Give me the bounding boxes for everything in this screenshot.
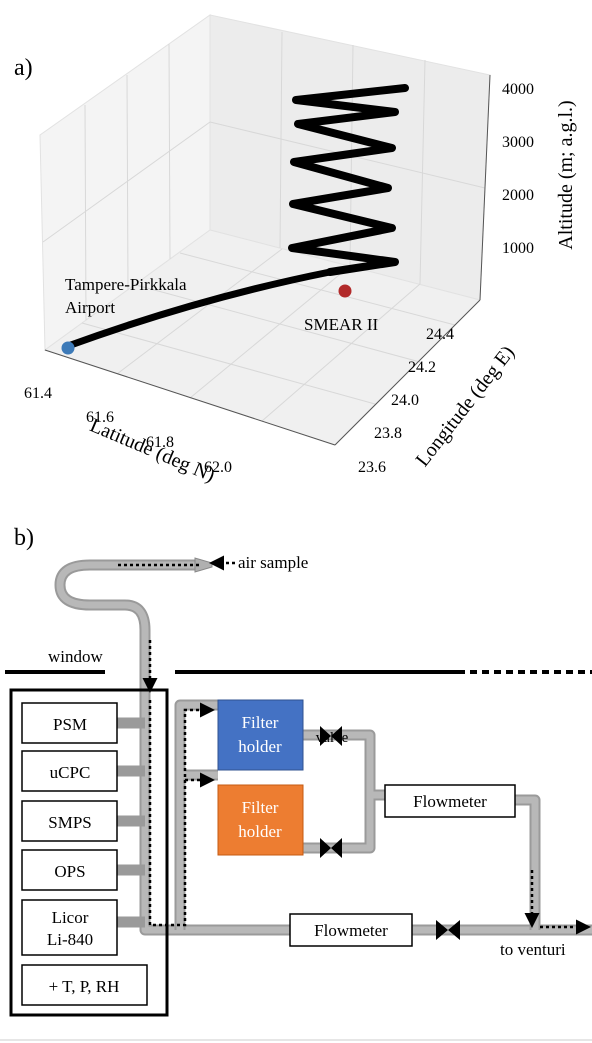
- label: to venturi: [500, 940, 566, 959]
- instrument-rack: [9, 688, 169, 1017]
- z-tick-label: 2000: [502, 187, 534, 204]
- instrument-label: + T, P, RH: [49, 977, 120, 996]
- x-tick-label: 61.6: [86, 409, 114, 426]
- flowmeter: [384, 784, 516, 818]
- x-tick-label: 62.0: [204, 459, 232, 476]
- label: window: [48, 647, 104, 666]
- instrument-box: [21, 849, 118, 891]
- flowmeter: [289, 913, 413, 947]
- filter-label: Filter: [242, 798, 279, 817]
- smear-marker: [338, 284, 352, 298]
- y-tick-label: 24.0: [391, 392, 419, 409]
- airport-marker: [61, 341, 75, 355]
- trajectory: [61, 84, 409, 355]
- y-tick-label: 23.8: [374, 425, 402, 442]
- z-tick-label: 4000: [502, 81, 534, 98]
- valve: [320, 726, 342, 746]
- instrument-label: uCPC: [50, 763, 91, 782]
- x-axis-label: Latitude (deg N): [87, 414, 218, 486]
- x-tick-label: 61.8: [146, 434, 174, 451]
- label: air sample: [238, 553, 308, 572]
- flowmeter-label: Flowmeter: [314, 921, 388, 940]
- plot-box: [39, 14, 491, 446]
- filter-holder: [217, 784, 304, 856]
- instrument-label: OPS: [54, 862, 85, 881]
- y-tick-label: 24.2: [408, 359, 436, 376]
- filter-label: holder: [238, 822, 282, 841]
- filter-label: holder: [238, 737, 282, 756]
- filter-holder: [217, 699, 304, 771]
- annotation: SMEAR II: [304, 315, 378, 334]
- instrument-box: [21, 899, 118, 956]
- annotation: Airport: [65, 298, 115, 317]
- valve: [320, 838, 342, 858]
- annotation: Tampere-Pirkkala: [65, 275, 187, 294]
- flowmeter-label: Flowmeter: [413, 792, 487, 811]
- instrument-label: SMPS: [48, 813, 91, 832]
- instrument-label: PSM: [53, 715, 87, 734]
- instrument-label: Li-840: [47, 930, 93, 949]
- valve: [436, 920, 460, 940]
- instrument-box: [21, 750, 118, 792]
- z-axis-label: Altitude (m; a.g.l.): [555, 100, 577, 249]
- y-tick-label: 23.6: [358, 459, 386, 476]
- instrument-box: [21, 702, 118, 744]
- panel-label: b): [14, 525, 34, 551]
- z-tick-label: 1000: [502, 240, 534, 257]
- y-tick-label: 24.4: [426, 326, 454, 343]
- pipes: [54, 557, 592, 936]
- instrument-box: [21, 800, 118, 842]
- panel-label: a): [14, 55, 33, 81]
- instrument-box: [21, 964, 148, 1006]
- z-tick-label: 3000: [502, 134, 534, 151]
- filter-label: Filter: [242, 713, 279, 732]
- x-tick-label: 61.4: [24, 385, 52, 402]
- instrument-label: Licor: [52, 908, 89, 927]
- flow-arrows: [118, 555, 591, 935]
